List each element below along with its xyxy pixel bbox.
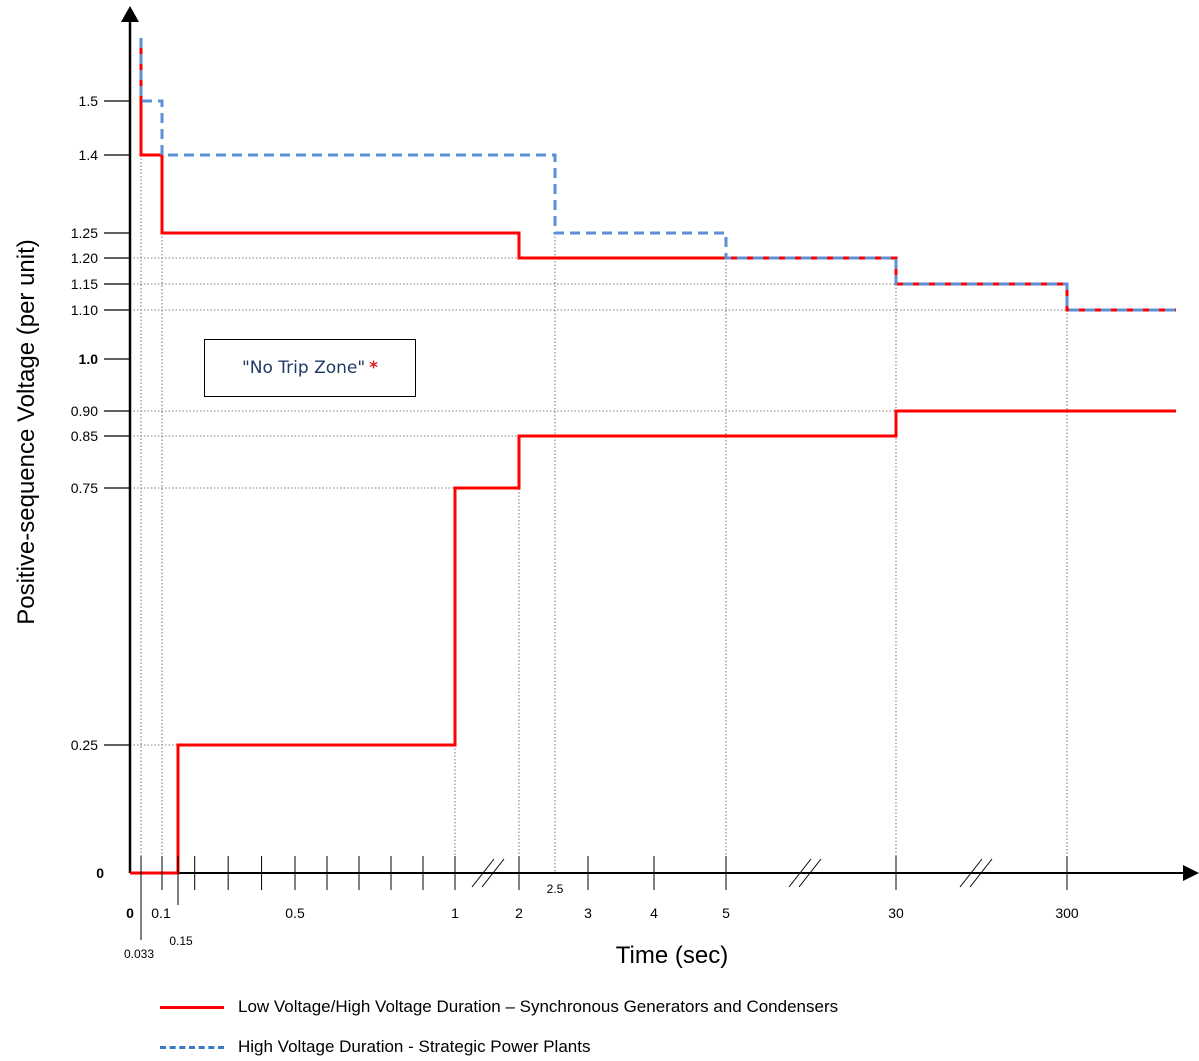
legend-item-solid: Low Voltage/High Voltage Duration – Sync… — [160, 993, 1060, 1021]
x-tick-label: 0.1 — [151, 905, 171, 921]
axis-break — [788, 858, 812, 888]
x-tick-label: 2.5 — [547, 882, 564, 896]
y-tick-label: 1.5 — [79, 93, 99, 109]
x-tick-label: 5 — [722, 905, 730, 921]
axis-break — [481, 858, 505, 888]
no-trip-zone-asterisk: * — [369, 358, 379, 378]
x-tick-label: 0.15 — [169, 934, 193, 948]
axes — [121, 6, 1199, 881]
y-tick-label: 1.4 — [79, 147, 99, 163]
x-tick-label: 300 — [1055, 905, 1079, 921]
y-axis-arrow — [121, 6, 139, 22]
y-tick-label: 0.85 — [71, 428, 98, 444]
ticks: 0 0.25 0.75 0.85 0.90 1.0 1.10 1.15 1.20 1.25 1.4 1… — [71, 93, 1079, 961]
guide-lines — [130, 155, 1068, 873]
legend-label-solid: Low Voltage/High Voltage Duration – Sync… — [238, 997, 839, 1016]
series-layer — [130, 38, 1176, 875]
axis-break — [969, 858, 993, 888]
y-tick-label: 0.75 — [71, 480, 98, 496]
legend-swatch-dashed — [160, 1045, 224, 1049]
x-tick-label: 30 — [888, 905, 904, 921]
x-axis-title: Time (sec) — [616, 942, 728, 969]
y-tick-label: 1.20 — [71, 250, 98, 266]
no-trip-zone-box: "No Trip Zone" * — [204, 339, 416, 397]
x-tick-label: 0.033 — [124, 947, 154, 961]
y-tick-label: 1.15 — [71, 276, 98, 292]
y-tick-label: 1.25 — [71, 225, 98, 241]
y-tick-label: 0 — [96, 865, 104, 881]
x-tick-label: 1 — [451, 905, 459, 921]
y-axis-title: Positive-sequence Voltage (per unit) — [13, 239, 40, 625]
axis-break — [959, 858, 983, 888]
no-trip-zone-label: "No Trip Zone" — [241, 358, 366, 378]
series-high-voltage-limit-solid — [139, 38, 1176, 312]
y-tick-label: 1.10 — [71, 302, 98, 318]
legend-label-dashed: High Voltage Duration - Strategic Power … — [238, 1037, 591, 1056]
x-tick-label: 3 — [584, 905, 592, 921]
series-low-voltage-limit-solid — [130, 409, 1176, 875]
x-axis-arrow — [1183, 865, 1199, 881]
x-tick-label: 0 — [126, 905, 134, 921]
axis-break — [471, 858, 495, 888]
x-tick-label: 2 — [515, 905, 523, 921]
x-tick-label: 4 — [650, 905, 658, 921]
series-high-voltage-limit-dashed — [139, 38, 1176, 312]
legend-swatch-solid — [160, 1005, 224, 1009]
axis-break — [798, 858, 822, 888]
y-tick-label: 0.25 — [71, 737, 98, 753]
y-tick-label: 0.90 — [71, 403, 98, 419]
x-tick-label: 0.5 — [285, 905, 305, 921]
y-tick-label: 1.0 — [79, 351, 99, 367]
legend-item-dashed: High Voltage Duration - Strategic Power … — [160, 1033, 1060, 1061]
